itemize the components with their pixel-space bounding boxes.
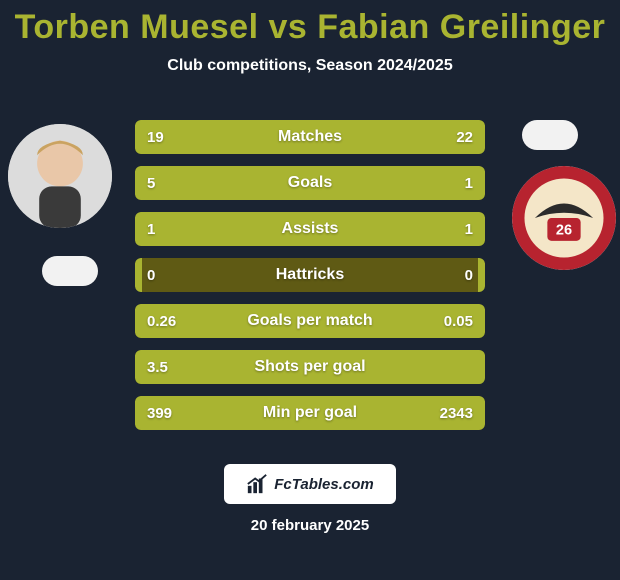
- stat-bar-right: [296, 120, 485, 154]
- stat-bar-right: [310, 212, 485, 246]
- player-left-flag: [42, 256, 98, 286]
- branding-link[interactable]: FcTables.com: [224, 464, 396, 504]
- stat-bar-left: [135, 258, 142, 292]
- stat-bar-left: [135, 120, 296, 154]
- stat-row: 5 1 Goals: [135, 166, 485, 200]
- branding-text: FcTables.com: [274, 476, 373, 493]
- page-title: Torben Muesel vs Fabian Greilinger: [0, 0, 620, 47]
- stat-bar-left: [135, 212, 310, 246]
- chart-icon: [246, 473, 268, 495]
- stat-row: 19 22 Matches: [135, 120, 485, 154]
- stat-bar-right: [188, 396, 486, 430]
- stat-bar-right: [429, 304, 485, 338]
- player-right-flag: [522, 120, 578, 150]
- page-subtitle: Club competitions, Season 2024/2025: [0, 57, 620, 75]
- stat-row: 3.5 Shots per goal: [135, 350, 485, 384]
- player-right-club-badge: 26: [512, 166, 616, 270]
- stat-bar-right: [426, 166, 486, 200]
- stat-bar-left: [135, 166, 426, 200]
- person-icon: [8, 124, 112, 228]
- stat-row: 0 0 Hattricks: [135, 258, 485, 292]
- footer-date: 20 february 2025: [0, 517, 620, 534]
- stat-bar-right: [478, 258, 485, 292]
- stat-bar-left: [135, 304, 429, 338]
- stat-row: 0.26 0.05 Goals per match: [135, 304, 485, 338]
- stat-bar-bg: [135, 258, 485, 292]
- stat-row: 399 2343 Min per goal: [135, 396, 485, 430]
- player-left-avatar: [8, 124, 112, 228]
- club-badge-icon: 26: [512, 166, 616, 270]
- stats-table: 19 22 Matches 5 1 Goals 1 1 Assists 0 0 …: [135, 120, 485, 442]
- svg-text:26: 26: [556, 223, 572, 239]
- stat-bar-left: [135, 396, 188, 430]
- stat-bar-left: [135, 350, 485, 384]
- stat-row: 1 1 Assists: [135, 212, 485, 246]
